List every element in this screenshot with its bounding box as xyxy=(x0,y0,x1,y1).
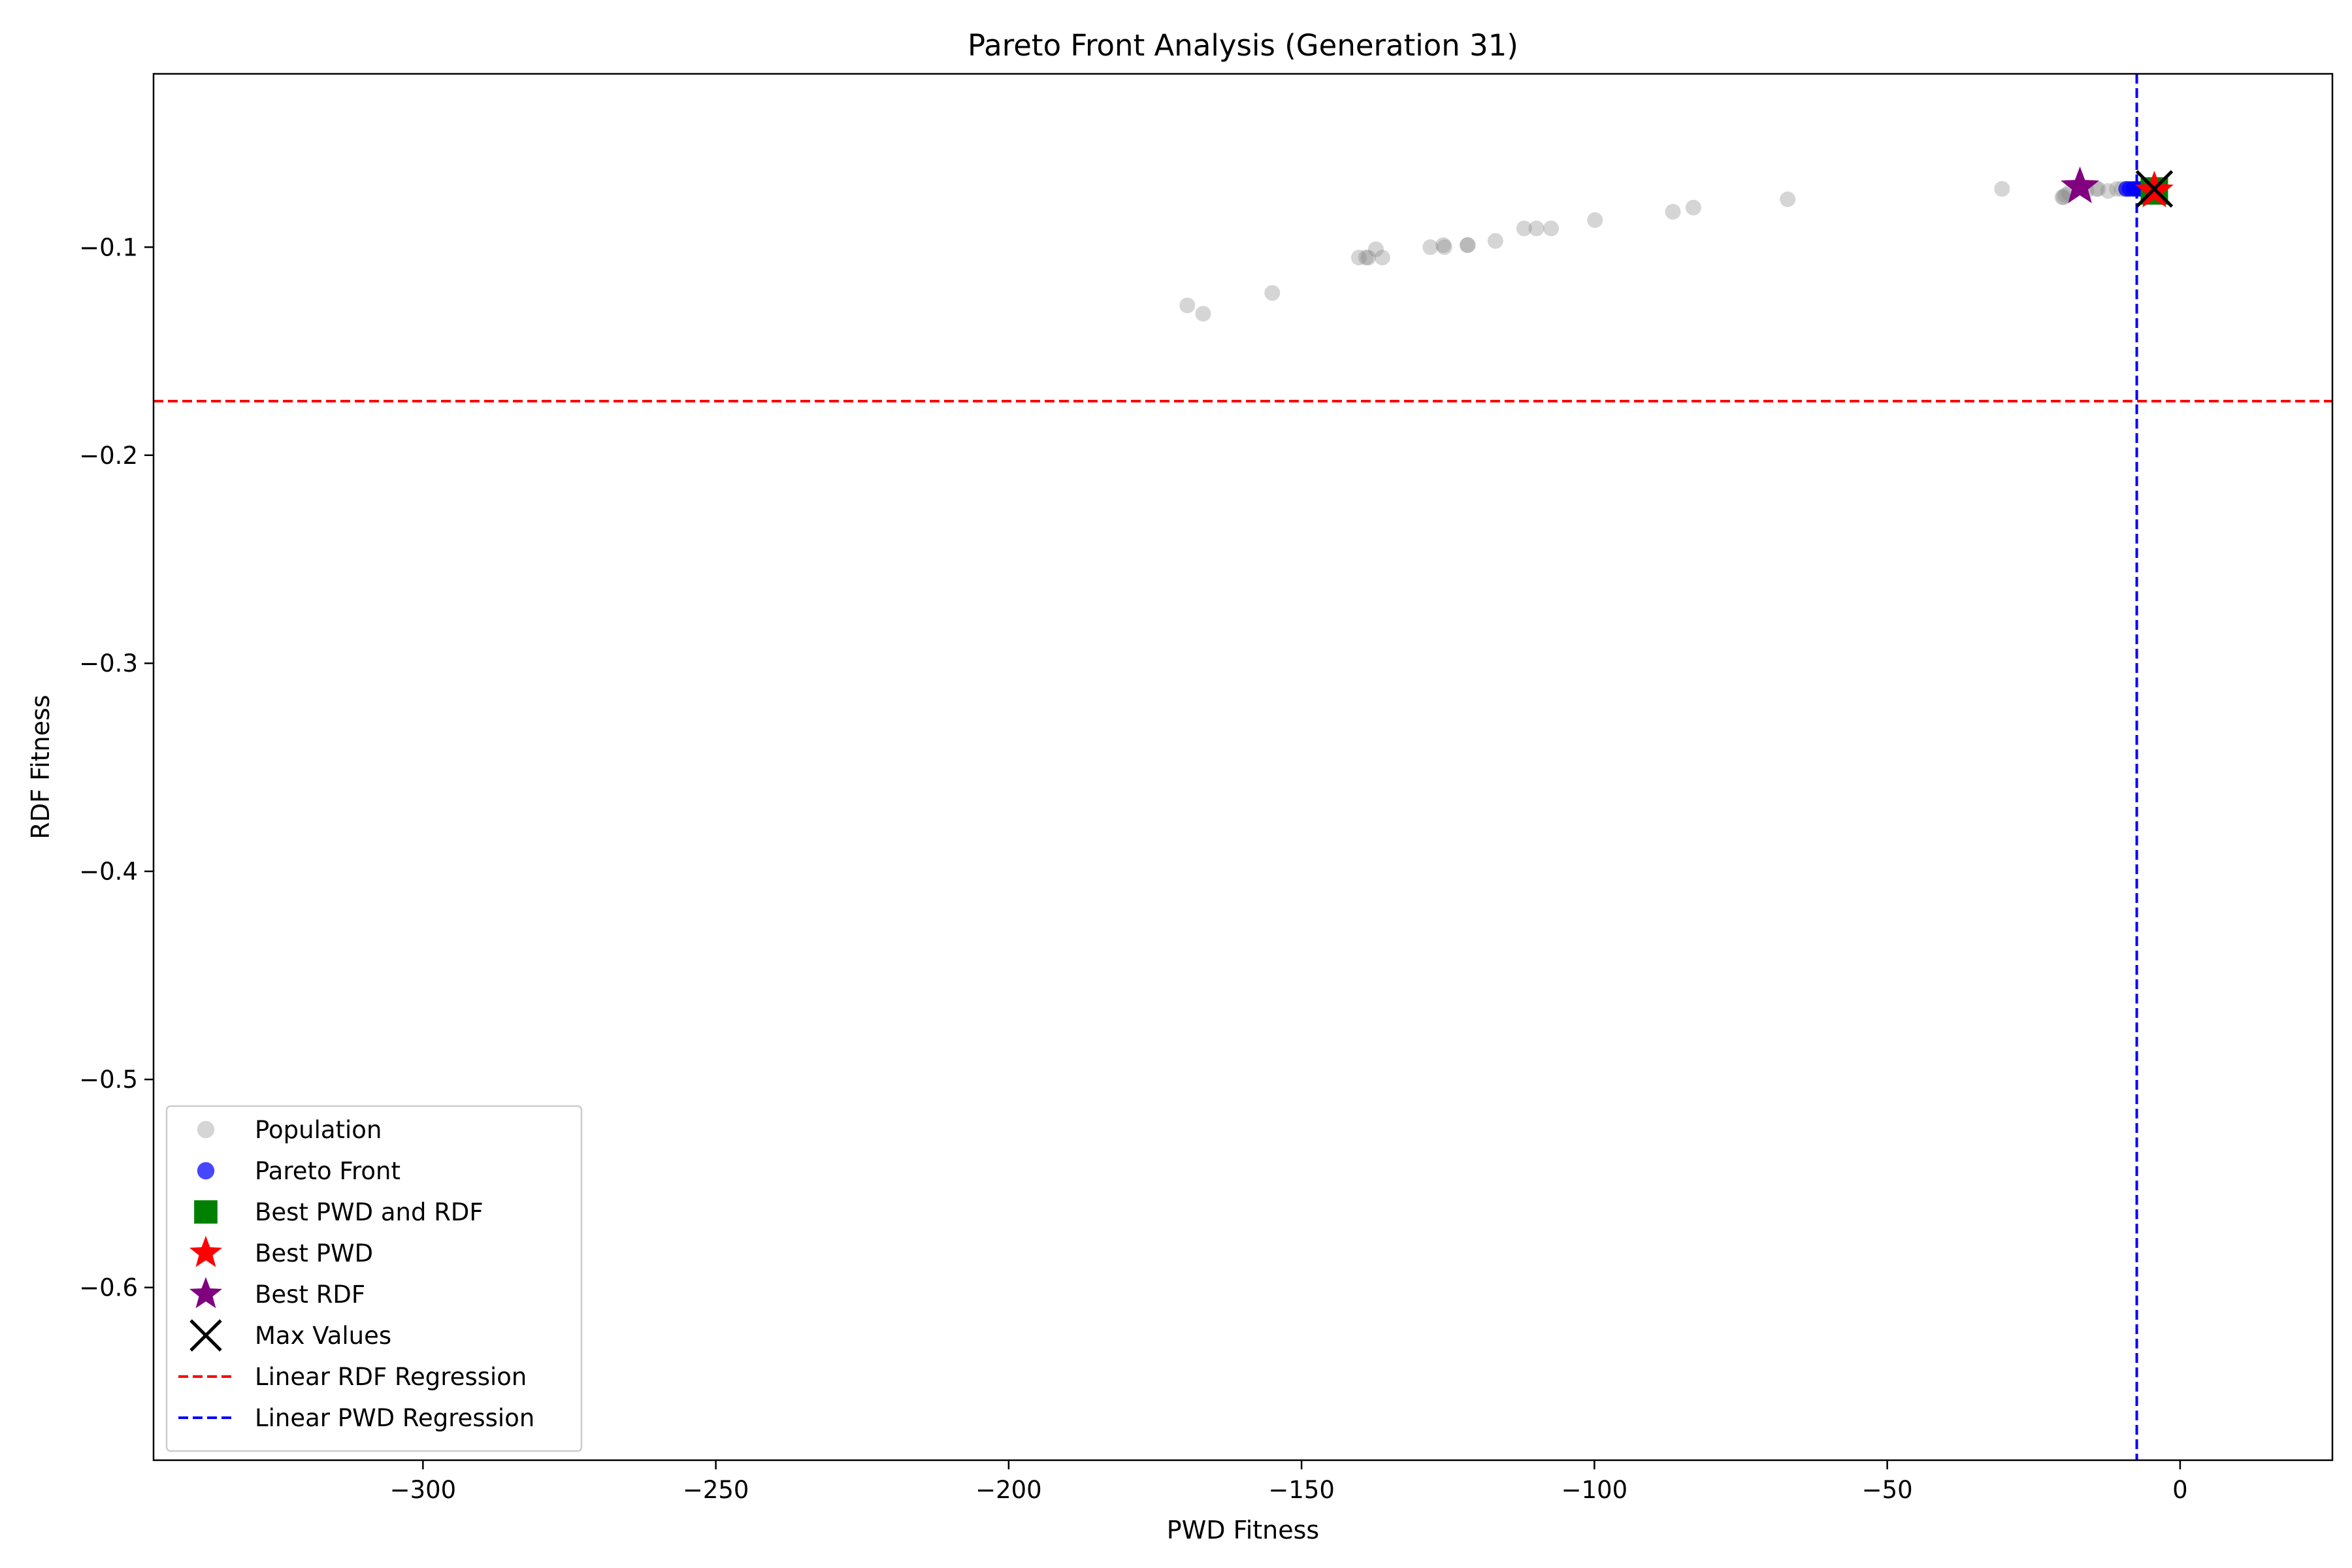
y-axis-label: RDF Fitness xyxy=(26,694,55,839)
population-point xyxy=(1780,191,1796,208)
population-point xyxy=(1665,204,1681,220)
population-point xyxy=(1516,220,1532,237)
x-tick-label: −250 xyxy=(683,1476,749,1504)
y-tick-label: −0.1 xyxy=(79,233,138,261)
population-point xyxy=(2055,189,2072,205)
population-point xyxy=(1264,285,1281,301)
population-point xyxy=(1436,239,1452,255)
best-rdf-point xyxy=(2061,166,2100,204)
reference-lines xyxy=(154,74,2332,1460)
legend-best-pwd-swatch xyxy=(189,1235,223,1267)
population-point xyxy=(1543,220,1560,237)
legend-best-rdf-swatch xyxy=(189,1277,223,1309)
population-point xyxy=(1685,199,1701,216)
population-point xyxy=(1460,237,1476,253)
chart-title: Pareto Front Analysis (Generation 31) xyxy=(968,28,1518,63)
population-point xyxy=(1368,241,1384,257)
legend-pareto-front-label: Pareto Front xyxy=(255,1157,400,1185)
legend-best-pwd-and-rdf-swatch xyxy=(194,1200,218,1224)
max-values-point xyxy=(2135,170,2174,208)
legend-pareto-front-swatch xyxy=(197,1162,215,1180)
population-point xyxy=(1374,250,1390,266)
population-point xyxy=(1358,250,1374,266)
data-points xyxy=(1179,166,2174,322)
population-point xyxy=(2100,183,2116,199)
y-tick-label: −0.3 xyxy=(79,649,138,678)
population-point xyxy=(1587,212,1603,228)
y-tick-label: −0.2 xyxy=(79,442,138,470)
y-tick-label: −0.4 xyxy=(79,858,138,886)
legend-best-pwd-and-rdf-label: Best PWD and RDF xyxy=(255,1198,483,1226)
population-point xyxy=(2090,181,2106,197)
population-point xyxy=(1360,250,1377,266)
x-tick-label: −300 xyxy=(390,1476,457,1504)
population-point xyxy=(1459,237,1475,253)
x-tick-label: −50 xyxy=(1862,1476,1913,1504)
legend-best-pwd-label: Best PWD xyxy=(255,1239,373,1267)
legend-population-label: Population xyxy=(255,1116,382,1144)
max-values-point-stroke-b xyxy=(2135,170,2174,208)
x-axis: −300 −250 −200 −150 −100 −50 0 xyxy=(390,1460,2188,1504)
legend-best-rdf-label: Best RDF xyxy=(255,1281,365,1309)
population-point xyxy=(2054,189,2070,205)
x-tick-label: 0 xyxy=(2172,1476,2188,1504)
legend-linear-pwd-regression-label: Linear PWD Regression xyxy=(255,1404,534,1432)
population-point xyxy=(1435,237,1452,253)
plot-frame xyxy=(152,73,2334,1462)
population-point xyxy=(1422,239,1439,255)
legend-population-swatch xyxy=(197,1120,215,1139)
legend: Population Pareto Front Best PWD and RDF Be… xyxy=(165,1105,583,1452)
population-point xyxy=(1195,306,1211,322)
population-point xyxy=(1528,220,1544,237)
y-tick-label: −0.6 xyxy=(79,1274,138,1302)
legend-max-values-label: Max Values xyxy=(255,1322,391,1350)
x-tick-label: −150 xyxy=(1268,1476,1335,1504)
y-axis: −0.1 −0.2 −0.3 −0.4 −0.5 −0.6 xyxy=(79,233,154,1302)
population-point xyxy=(1487,233,1503,249)
y-tick-label: −0.5 xyxy=(79,1066,138,1094)
population-point xyxy=(1351,250,1367,266)
legend-max-values-swatch-stroke-b xyxy=(189,1319,222,1352)
legend-max-values-swatch xyxy=(189,1319,222,1352)
population-point xyxy=(1179,297,1196,314)
x-axis-label: PWD Fitness xyxy=(1167,1516,1319,1544)
legend-linear-rdf-regression-label: Linear RDF Regression xyxy=(255,1363,527,1391)
population-point xyxy=(1994,181,2010,197)
x-tick-label: −200 xyxy=(975,1476,1042,1504)
legend-box xyxy=(165,1105,583,1452)
x-tick-label: −100 xyxy=(1561,1476,1628,1504)
